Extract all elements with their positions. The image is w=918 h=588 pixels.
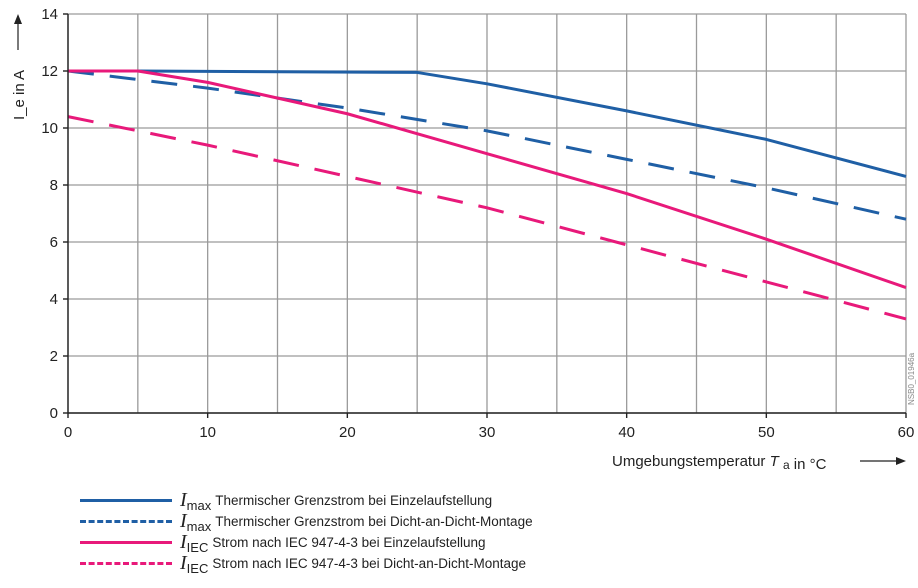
y-axis-arrow [14, 14, 22, 50]
x-tick-label: 30 [479, 424, 496, 441]
axes [63, 13, 907, 418]
y-tick-label: 10 [41, 120, 58, 137]
watermark-text: NSB0_01946a [907, 352, 916, 405]
x-tick-label: 20 [339, 424, 356, 441]
legend-subscript: max [186, 519, 212, 534]
grid [67, 13, 907, 414]
legend-symbol: I [180, 552, 187, 574]
legend-swatch [80, 520, 172, 523]
x-tick-label: 10 [199, 424, 216, 441]
legend-subscript: max [186, 498, 212, 513]
legend-swatch [80, 541, 172, 544]
x-axis-title: Umgebungstemperatur T a in °C [612, 453, 827, 473]
y-axis-label-text: I_e in A [11, 70, 28, 120]
x-axis-label-symbol: T [770, 453, 781, 470]
series-line-4 [67, 115, 907, 321]
series-line-2 [67, 69, 907, 221]
y-tick-label: 14 [41, 6, 58, 23]
x-axis-label-sub: a [783, 458, 790, 472]
legend-item: I IEC Strom nach IEC 947-4-3 bei Dicht-an-… [80, 552, 533, 576]
legend-subscript: IEC [186, 540, 209, 555]
legend-symbol: I [180, 510, 187, 532]
x-axis-arrow [860, 457, 906, 465]
y-tick-label: 2 [50, 348, 58, 365]
svg-text:I_e in A: I_e in A [11, 70, 28, 120]
y-axis-title: I_e in A [11, 70, 28, 120]
y-tick-label: 6 [50, 234, 58, 251]
legend-item: I IEC Strom nach IEC 947-4-3 bei Einzelauf… [80, 531, 533, 555]
x-tick-label: 40 [618, 424, 635, 441]
x-axis-label-prefix: Umgebungstemperatur [612, 453, 765, 470]
y-tick-label: 0 [50, 405, 58, 422]
x-tick-label: 60 [898, 424, 915, 441]
y-tick-label: 8 [50, 177, 58, 194]
legend-swatch [80, 562, 172, 565]
legend-symbol: I [180, 531, 187, 553]
x-axis-label-suffix: in °C [794, 456, 827, 473]
series-group [67, 69, 907, 321]
legend-symbol: I [180, 489, 187, 511]
legend-label: Strom nach IEC 947-4-3 bei Einzelaufstel… [212, 535, 486, 550]
y-tick-label: 4 [50, 291, 58, 308]
legend-label: Strom nach IEC 947-4-3 bei Dicht-an-Dich… [212, 556, 526, 571]
legend-label: Thermischer Grenzstrom bei Einzelaufstel… [215, 493, 493, 508]
x-tick-label: 50 [758, 424, 775, 441]
chart: 0 2 4 6 8 10 12 14 0 10 20 30 40 50 60 I_e in A Umgebu… [11, 6, 916, 473]
y-tick-label: 12 [41, 63, 58, 80]
series-line-3 [68, 69, 907, 290]
legend-subscript: IEC [186, 561, 209, 576]
x-tick-label: 0 [64, 424, 72, 441]
tick-labels: 0 2 4 6 8 10 12 14 0 10 20 30 40 50 60 [41, 6, 914, 441]
legend-label: Thermischer Grenzstrom bei Dicht-an-Dich… [215, 514, 533, 529]
legend-swatch [80, 499, 172, 502]
